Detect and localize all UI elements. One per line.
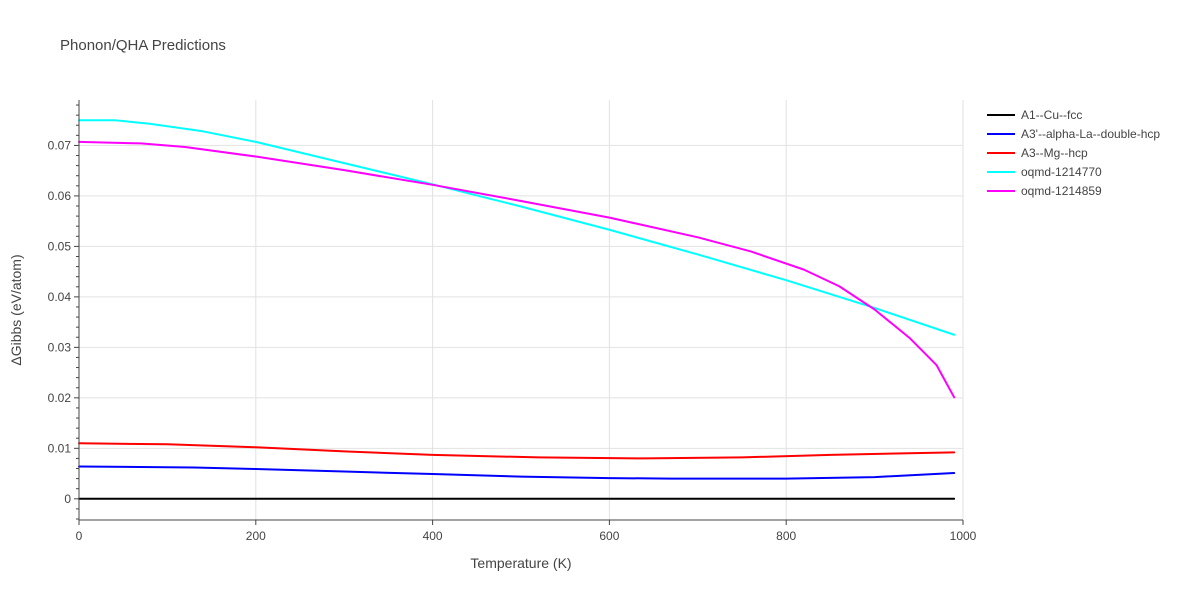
legend-label: A3--Mg--hcp bbox=[1021, 146, 1088, 160]
legend-item-2[interactable]: A3--Mg--hcp bbox=[987, 146, 1088, 160]
y-axis-title: ΔGibbs (eV/atom) bbox=[8, 254, 24, 365]
grid bbox=[79, 100, 964, 520]
legend-label: oqmd-1214859 bbox=[1021, 184, 1102, 198]
chart-title: Phonon/QHA Predictions bbox=[60, 37, 226, 54]
legend[interactable]: A1--Cu--fcc A3'--alpha-La--double-hcp A3--… bbox=[987, 108, 1160, 198]
x-tick-label: 200 bbox=[246, 529, 266, 543]
y-tick-label: 0 bbox=[64, 492, 71, 506]
legend-item-0[interactable]: A1--Cu--fcc bbox=[987, 108, 1082, 122]
legend-item-3[interactable]: oqmd-1214770 bbox=[987, 165, 1102, 179]
y-tick-label: 0.02 bbox=[48, 391, 72, 405]
legend-label: A1--Cu--fcc bbox=[1021, 108, 1082, 122]
legend-label: A3'--alpha-La--double-hcp bbox=[1021, 127, 1160, 141]
x-tick-label: 800 bbox=[776, 529, 796, 543]
legend-item-4[interactable]: oqmd-1214859 bbox=[987, 184, 1102, 198]
tick-labels: 0 200 400 600 800 1000 0 0.01 0.02 0.03 0.04 0.05 0.… bbox=[48, 138, 977, 543]
series-lines bbox=[78, 119, 956, 500]
y-tick-label: 0.07 bbox=[48, 138, 72, 152]
x-axis-title: Temperature (K) bbox=[470, 555, 571, 571]
series-line-2 bbox=[78, 442, 956, 460]
series-line-4 bbox=[78, 140, 956, 399]
series-line-1 bbox=[78, 465, 956, 480]
y-tick-label: 0.05 bbox=[48, 239, 72, 253]
y-tick-label: 0.03 bbox=[48, 340, 72, 354]
x-tick-label: 1000 bbox=[950, 529, 977, 543]
y-tick-label: 0.04 bbox=[48, 290, 72, 304]
y-tick-label: 0.01 bbox=[48, 441, 72, 455]
legend-item-1[interactable]: A3'--alpha-La--double-hcp bbox=[987, 127, 1160, 141]
legend-label: oqmd-1214770 bbox=[1021, 165, 1102, 179]
x-tick-label: 400 bbox=[423, 529, 443, 543]
y-tick-label: 0.06 bbox=[48, 189, 72, 203]
x-tick-label: 0 bbox=[76, 529, 83, 543]
x-tick-label: 600 bbox=[599, 529, 619, 543]
series-line-3 bbox=[78, 119, 956, 336]
axes bbox=[74, 100, 964, 525]
